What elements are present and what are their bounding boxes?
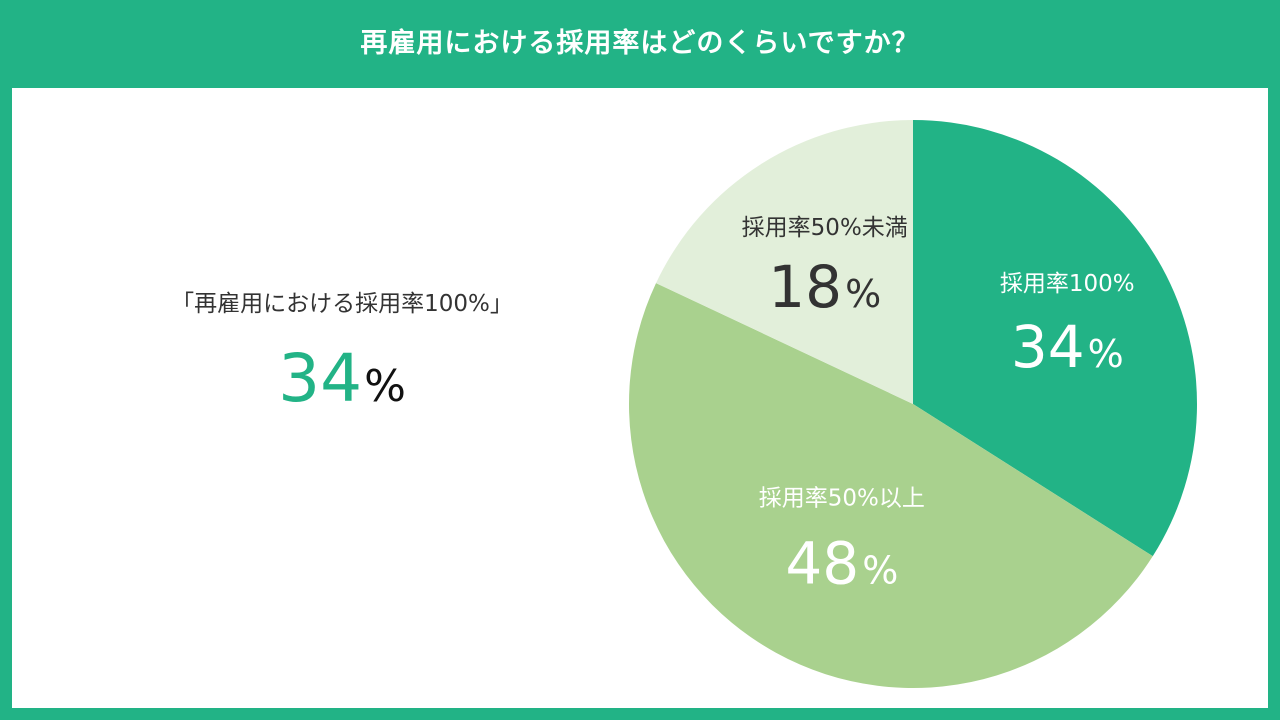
pie-slice xyxy=(656,120,913,404)
pie-slice-label: 採用率50%未満 xyxy=(742,215,908,241)
pie-slice xyxy=(913,120,1197,557)
page-title: 再雇用における採用率はどのくらいですか？ xyxy=(360,27,920,59)
summary-unit: % xyxy=(364,361,406,412)
pie-slice-label: 採用率100% xyxy=(1000,271,1135,297)
pie-slice-value: 34% xyxy=(1011,313,1124,381)
summary-label: 「再雇用における採用率100%」 xyxy=(171,291,513,317)
pie-slice-value: 18% xyxy=(768,253,881,321)
pie-chart: 採用率100% 34% 採用率50%以上 48% 採用率50%未満 18% xyxy=(628,120,1197,689)
pie-slice-label: 採用率50%以上 xyxy=(759,485,925,511)
pie-slice xyxy=(628,283,1153,689)
pie-slice-value: 48% xyxy=(785,529,898,597)
summary-value: 34% xyxy=(152,346,532,412)
header-bar: 再雇用における採用率はどのくらいですか？ xyxy=(0,0,1280,88)
content-panel: 「再雇用における採用率100%」 34% 採用率100% 34% 採用率50%以上 4… xyxy=(12,88,1268,708)
summary-number: 34 xyxy=(278,340,363,417)
